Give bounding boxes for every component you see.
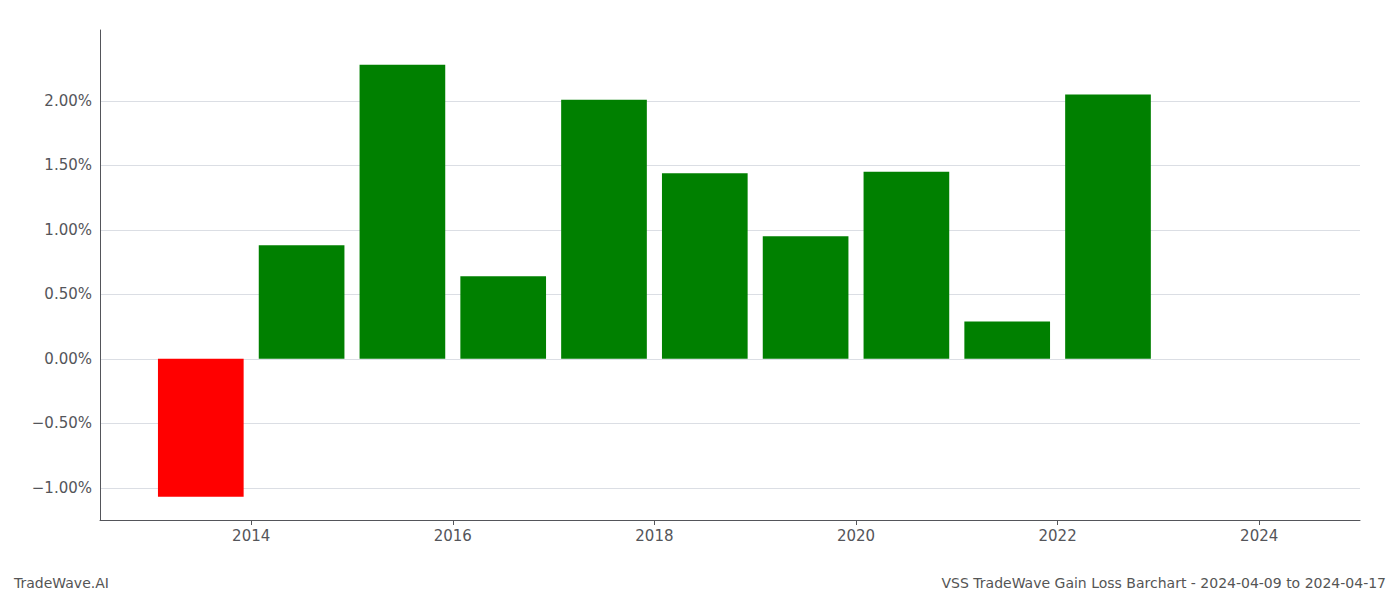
svg-text:1.50%: 1.50% [44, 156, 92, 174]
svg-text:0.50%: 0.50% [44, 285, 92, 303]
svg-text:2020: 2020 [837, 527, 875, 545]
svg-text:2022: 2022 [1039, 527, 1077, 545]
svg-text:0.00%: 0.00% [44, 350, 92, 368]
svg-text:2016: 2016 [434, 527, 472, 545]
svg-text:1.00%: 1.00% [44, 221, 92, 239]
svg-text:2024: 2024 [1240, 527, 1278, 545]
svg-text:VSS TradeWave Gain Loss Barcha: VSS TradeWave Gain Loss Barchart - 2024-… [942, 575, 1386, 591]
svg-text:−1.00%: −1.00% [32, 479, 92, 497]
svg-text:2.00%: 2.00% [44, 92, 92, 110]
svg-text:2018: 2018 [635, 527, 673, 545]
svg-text:TradeWave.AI: TradeWave.AI [13, 575, 109, 591]
svg-text:−0.50%: −0.50% [32, 414, 92, 432]
svg-text:2014: 2014 [232, 527, 270, 545]
